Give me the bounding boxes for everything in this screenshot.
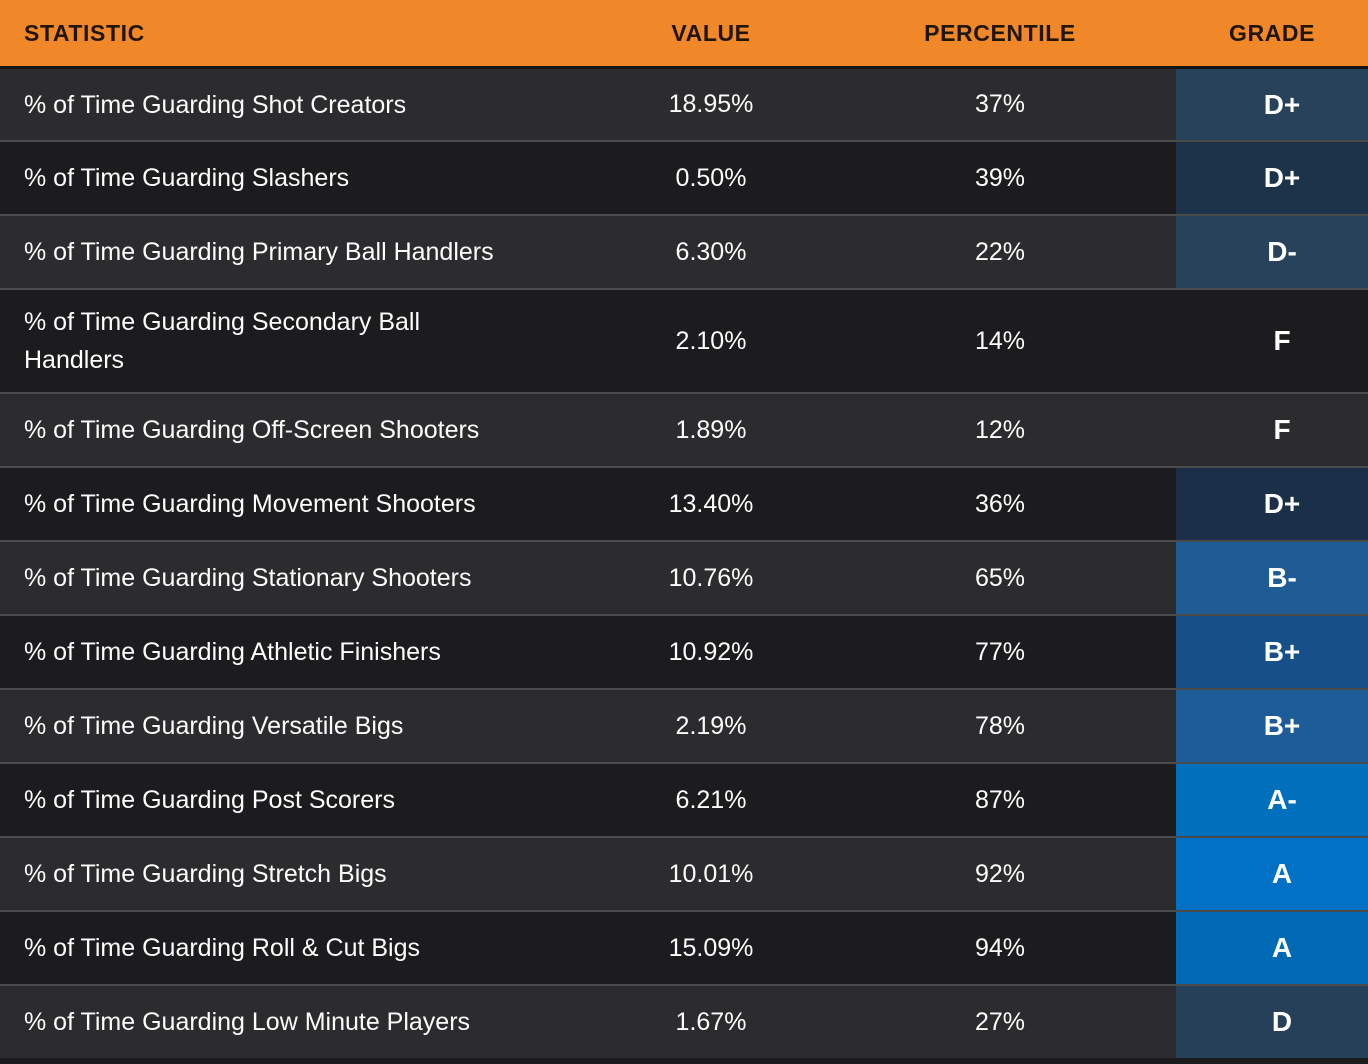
percentile-cell: 65% [824,540,1176,614]
value-cell: 6.21% [598,762,824,836]
grade-badge: F [1176,392,1368,466]
percentile-cell: 37% [824,66,1176,140]
table-row: % of Time Guarding Post Scorers 6.21% 87… [0,762,1368,836]
value-cell: 0.50% [598,140,824,214]
grade-badge: B- [1176,540,1368,614]
grade-badge: D+ [1176,140,1368,214]
statistic-label: % of Time Guarding Stretch Bigs [0,836,598,910]
statistic-label: % of Time Guarding Movement Shooters [0,466,598,540]
grade-badge: D+ [1176,66,1368,140]
header-row: STATISTIC VALUE PERCENTILE GRADE [0,0,1368,66]
grade-badge: D- [1176,214,1368,288]
statistic-label: % of Time Guarding Shot Creators [0,66,598,140]
column-header-value: VALUE [598,0,824,66]
statistic-label: % of Time Guarding Versatile Bigs [0,688,598,762]
table-body: % of Time Guarding Shot Creators 18.95% … [0,66,1368,1058]
statistic-label: % of Time Guarding Stationary Shooters [0,540,598,614]
table-row: % of Time Guarding Primary Ball Handlers… [0,214,1368,288]
value-cell: 1.67% [598,984,824,1058]
grade-badge: A [1176,836,1368,910]
table-row: % of Time Guarding Movement Shooters 13.… [0,466,1368,540]
grade-badge: D+ [1176,466,1368,540]
grade-badge: A [1176,910,1368,984]
percentile-cell: 12% [824,392,1176,466]
grade-badge: F [1176,288,1368,392]
value-cell: 6.30% [598,214,824,288]
percentile-cell: 78% [824,688,1176,762]
statistic-label: % of Time Guarding Off-Screen Shooters [0,392,598,466]
statistic-label: % of Time Guarding Primary Ball Handlers [0,214,598,288]
table-row: % of Time Guarding Versatile Bigs 2.19% … [0,688,1368,762]
grade-badge: A- [1176,762,1368,836]
percentile-cell: 36% [824,466,1176,540]
column-header-percentile: PERCENTILE [824,0,1176,66]
table-row: % of Time Guarding Slashers 0.50% 39% D+ [0,140,1368,214]
table-row: % of Time Guarding Roll & Cut Bigs 15.09… [0,910,1368,984]
percentile-cell: 39% [824,140,1176,214]
table-row: % of Time Guarding Stretch Bigs 10.01% 9… [0,836,1368,910]
table-row: % of Time Guarding Stationary Shooters 1… [0,540,1368,614]
value-cell: 18.95% [598,66,824,140]
column-header-grade: GRADE [1176,0,1368,66]
value-cell: 2.10% [598,288,824,392]
value-cell: 13.40% [598,466,824,540]
statistic-label: % of Time Guarding Post Scorers [0,762,598,836]
percentile-cell: 14% [824,288,1176,392]
grade-badge: B+ [1176,614,1368,688]
percentile-cell: 77% [824,614,1176,688]
percentile-cell: 94% [824,910,1176,984]
value-cell: 2.19% [598,688,824,762]
table-row: % of Time Guarding Off-Screen Shooters 1… [0,392,1368,466]
statistic-label: % of Time Guarding Roll & Cut Bigs [0,910,598,984]
table-row: % of Time Guarding Low Minute Players 1.… [0,984,1368,1058]
value-cell: 1.89% [598,392,824,466]
table-header: STATISTIC VALUE PERCENTILE GRADE [0,0,1368,66]
table-row: % of Time Guarding Secondary Ball Handle… [0,288,1368,392]
table-row: % of Time Guarding Athletic Finishers 10… [0,614,1368,688]
percentile-cell: 92% [824,836,1176,910]
percentile-cell: 87% [824,762,1176,836]
value-cell: 15.09% [598,910,824,984]
column-header-statistic: STATISTIC [0,0,598,66]
percentile-cell: 22% [824,214,1176,288]
statistic-label: % of Time Guarding Low Minute Players [0,984,598,1058]
value-cell: 10.92% [598,614,824,688]
grade-badge: D [1176,984,1368,1058]
value-cell: 10.01% [598,836,824,910]
table-row: % of Time Guarding Shot Creators 18.95% … [0,66,1368,140]
value-cell: 10.76% [598,540,824,614]
percentile-cell: 27% [824,984,1176,1058]
grade-badge: B+ [1176,688,1368,762]
statistic-label: % of Time Guarding Secondary Ball Handle… [0,288,598,392]
statistic-label: % of Time Guarding Slashers [0,140,598,214]
statistic-label: % of Time Guarding Athletic Finishers [0,614,598,688]
